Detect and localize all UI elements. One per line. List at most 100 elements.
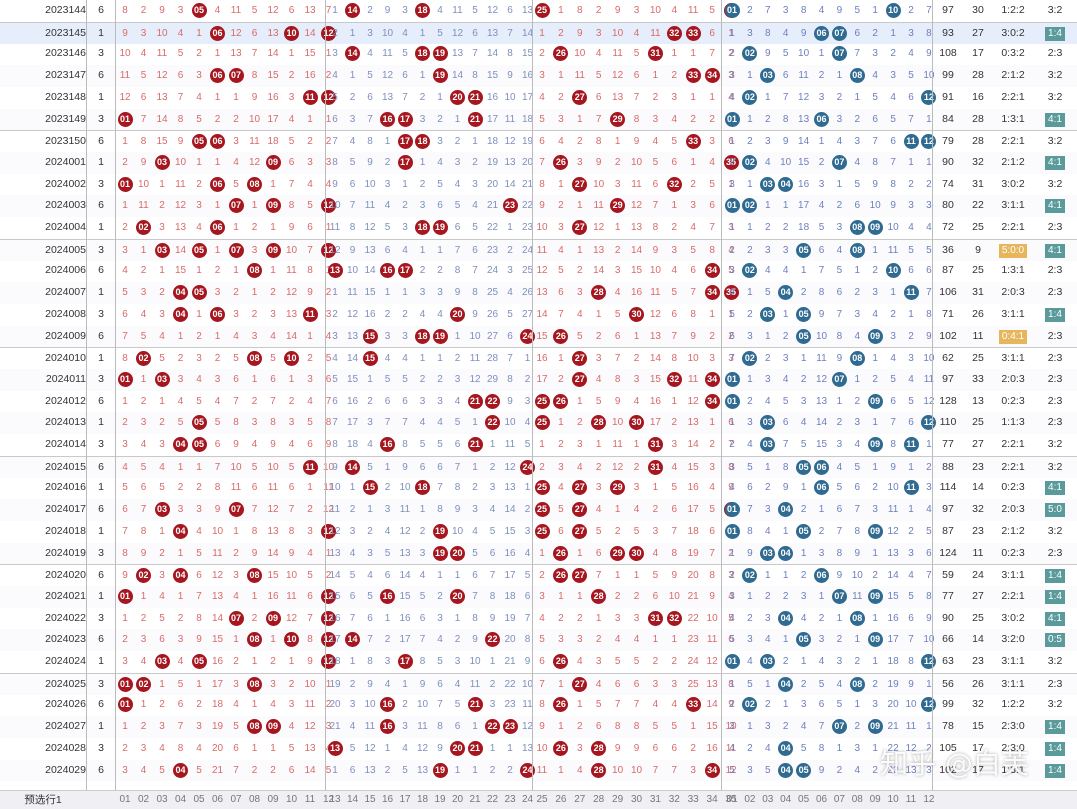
preselect-front-number[interactable]: 20 [451,794,464,805]
table-row[interactable]: 2024009 6 7 5 4 1 2 1 4 3 4 14 1 4 3 13 15 3 3 18 19 1 10 27 6 24… [0,325,1077,348]
preselect-front-number[interactable]: 29 [612,794,624,805]
table-row[interactable]: 2024013 1 2 3 2 5 05 5 8 3 8 3 5 8 7 17 3 7 7 4 4 5 1 22 10 4 25 1 2… [0,412,1077,434]
preselect-front-number[interactable]: 11 [304,794,316,805]
preselect-front-number[interactable]: 08 [248,794,261,805]
preselect-front-number[interactable]: 32 [668,794,680,805]
table-row[interactable]: 2024021 1 01 1 4 1 7 13 4 1 16 11 6 12 15 6 5 16 15 5 2 20 7 8 1… [0,585,1077,608]
preselect-front-number[interactable]: 34 [706,794,718,805]
table-row[interactable]: 2024002 3 01 10 1 11 2 06 5 08 1 7 4 4 9 6 10 3 1 2 5 4 3 20 14 2… [0,174,1077,196]
table-row[interactable]: 2024027 1 1 2 3 7 3 19 5 08 09 4 12 3 21 4 11 16 3 11 8 6 1 22 2… [0,716,1077,738]
preselect-front-number[interactable]: 15 [364,794,376,805]
preselect-front-number[interactable]: 12 [322,794,335,805]
front-ball: 03 [154,502,170,518]
preselect-front-number[interactable]: 23 [504,794,516,805]
front-miss-cell: 9 [614,395,621,407]
preselect-front-number[interactable]: 10 [285,794,298,805]
table-row[interactable]: 2023148 1 12 6 13 7 4 1 1 9 16 3 11 12 5 2 6 13 7 2 1 20 21 16 1… [0,87,1077,109]
preselect-back-number[interactable]: 08 [851,794,863,805]
preselect-back-number[interactable]: 01 [726,794,738,805]
preselect-front-number[interactable]: 30 [630,794,643,805]
preselect-front-number[interactable]: 16 [381,794,394,805]
table-row[interactable]: 2024017 6 6 7 03 3 3 9 07 7 12 7 2 12 11 2 1 3 11 1 8 9 3 4 14 2 2… [0,499,1077,521]
preselect-back-number[interactable]: 04 [780,794,792,805]
table-row[interactable]: 2024008 3 6 4 3 04 1 06 3 2 3 13 11 3 2 12 16 2 2 4 4 20 9 26 5 2… [0,304,1077,326]
table-row[interactable]: 2023144 6 8 2 9 3 05 4 11 5 12 6 13 7 1 14 2 9 3 18 4 11 5 12 6 1… [0,0,1077,22]
watermark: 知乎 @白芙 [880,747,1029,780]
preselect-front-number[interactable]: 28 [593,794,605,805]
preselect-front-number[interactable]: 01 [119,794,131,805]
back-miss-cell: 13 [887,547,899,559]
preselect-front-number[interactable]: 06 [211,794,224,805]
table-row[interactable]: 2024024 1 3 4 03 4 05 16 2 1 2 1 9 12 18 1 8 3 17 8 5 3 10 1 21 9… [0,651,1077,673]
preselect-front-number[interactable]: 03 [156,794,168,805]
table-row[interactable]: 2023145 1 9 3 10 4 1 06 12 6 13 10 14 12 2 1 3 10 4 1 5 12 6 13… [0,21,1077,45]
table-row[interactable]: 2024006642115121081118113101416172287243… [0,260,1077,282]
issue-number: 2024001 [45,155,86,168]
front-miss-cell: 8 [402,439,408,450]
preselect-front-number[interactable]: 04 [174,794,187,805]
table-row[interactable]: 2024007 1 5 3 2 04 05 3 2 1 2 12 9 2 1 11 15 1 1 3 3 9 8 25 4 26 1… [0,282,1077,304]
preselect-back-number[interactable]: 02 [744,794,756,805]
table-row[interactable]: 2024010 1 8 02 5 2 3 2 5 08 5 10 2 5 4 14 15 4 4 1 1 2 11 28 7 1 1… [0,347,1077,370]
front-miss-cell: 1 [233,265,239,277]
back-miss-cell: 1 [782,200,789,212]
preselect-front-number[interactable]: 35 [725,794,737,805]
front-miss-cell: 13 [536,287,548,299]
front-miss-cell: 3 [595,27,602,39]
front-miss-cell: 4 [402,244,408,256]
front-ball: 16 [380,719,395,735]
preselect-front-number[interactable]: 22 [486,794,499,805]
preselect-front-number[interactable]: 26 [555,794,567,805]
preselect-back-number[interactable]: 03 [762,794,774,805]
front-ball: 17 [397,134,413,150]
preselect-front-number[interactable]: 14 [346,794,359,805]
preselect-back-number[interactable]: 12 [923,794,935,805]
preselect-back-number[interactable]: 09 [869,794,881,805]
table-row[interactable]: 2024012 6 1 2 1 4 5 4 7 2 7 2 4 7 6 16 2 6 6 3 3 4 21 22 9 3 25 26 1… [0,391,1077,413]
preselect-front-number[interactable]: 27 [574,794,586,805]
preselect-front-number[interactable]: 18 [416,794,429,805]
preselect-back-number[interactable]: 05 [798,794,810,805]
table-row[interactable]: 2023147 6 11 5 12 6 3 06 07 8 15 2 16 2 4 1 5 12 6 1 19 14 8 15… [0,65,1077,87]
preselect-front-number[interactable]: 17 [399,794,411,805]
preselect-back-number[interactable]: 11 [905,794,917,805]
table-row[interactable]: 2024003 6 1 11 2 12 3 1 07 1 09 8 5 12 10 7 11 4 2 3 6 5 4 21 23… [0,195,1077,217]
preselect-front-number[interactable]: 09 [267,794,279,805]
front-miss-cell: 1 [539,439,545,450]
preselect-back-number[interactable]: 07 [833,794,845,805]
table-row[interactable]: 2024028323484206115134135121412920211113… [0,738,1077,760]
preselect-front-number[interactable]: 07 [230,794,242,805]
back-hit-cell: 08 [848,217,866,239]
table-row[interactable]: 2024001 1 2 9 03 10 1 1 4 12 09 6 3 3 8 5 9 2 17 1 4 3 2 19 13 20… [0,151,1077,174]
preselect-back-number[interactable]: 06 [815,794,828,805]
preselect-front-number[interactable]: 31 [649,794,661,805]
table-row[interactable]: 2024026 6 01 1 2 6 2 18 4 1 4 3 11 2 20 3 10 16 2 10 7 5 21 3 23… [0,694,1077,716]
table-row[interactable]: 2024020 6 9 02 3 04 6 12 3 08 15 10 5 2 14 5 4 6 14 4 1 1 6 7 17… [0,564,1077,587]
front-miss-cell: 2 [633,461,640,473]
table-row[interactable]: 2024016 1 5 6 5 2 2 8 11 6 11 6 1 11 10 1 15 2 10 18 7 8 2 3 13 1… [0,477,1077,499]
preselect-front-number[interactable]: 25 [536,794,548,805]
preselect-front-number[interactable]: 13 [329,794,341,805]
table-row[interactable]: 2024025 3 01 02 1 5 1 17 3 08 3 2 10 1 19 2 9 4 1 9 6 4 11 2 22 1… [0,672,1077,696]
table-row[interactable]: 2024014 3 3 4 3 04 05 6 9 4 9 4 6 9 8 18 4 16 8 5 5 6 21 1 11 5 1 2… [0,434,1077,456]
preselect-front-number[interactable]: 19 [434,794,446,805]
table-row[interactable]: 2024022 3 1 2 5 2 8 14 07 2 09 12 7 12 16 7 6 1 16 6 3 1 8 9 19 7… [0,608,1077,630]
table-row[interactable]: 2023150 6 1 8 15 9 05 06 3 11 18 5 2 2 7 4 8 1 17 18 3 2 1 18 12… [0,130,1077,153]
table-row[interactable]: 2024011 3 01 1 03 3 4 3 6 1 6 1 3 6 5 15 1 5 5 2 2 3 12 29 8 2 17 2… [0,368,1077,391]
table-row[interactable]: 2024015 6 4 5 4 1 1 7 10 5 10 5 11 10 9 14 5 1 9 6 6 7 1 2 12 24 2… [0,455,1077,479]
table-row[interactable]: 2024029 6 3 4 5 04 5 21 7 2 2 6 14 5 1 6 13 2 5 13 19 1 1 2 2 24 1… [0,759,1077,782]
preselect-front-number[interactable]: 24 [521,794,534,805]
table-row[interactable]: 2024018 1 7 8 1 04 4 10 1 8 13 8 3 12 12 3 2 4 12 2 19 10 4 5 15… [0,521,1077,543]
table-row[interactable]: 2024004 1 2 02 3 13 4 06 1 2 1 9 6 1 11 8 12 5 3 18 19 6 5 22 1 2… [0,217,1077,239]
table-row[interactable]: 2024023 6 2 3 6 3 9 15 1 08 1 10 8 12 17 14 7 2 17 7 4 2 9 22 20… [0,629,1077,651]
footer-preselect-row[interactable]: 预选行1 01 02 03 04 05 06 07 08 09 10 11 12 13 14 15 16 17 1… [0,790,1077,809]
preselect-front-number[interactable]: 05 [193,794,205,805]
table-row[interactable]: 2024019 3 8 9 2 1 5 11 2 9 14 9 4 1 13 4 3 5 13 3 19 20 5 6 16 4 1… [0,542,1077,565]
preselect-front-number[interactable]: 21 [469,794,481,805]
table-row[interactable]: 2024005 3 3 1 03 14 05 1 07 3 09 10 7 12 12 9 13 6 4 1 1 7 6 23… [0,238,1077,262]
table-row[interactable]: 2023149 3 01 7 14 8 5 2 2 10 17 4 1 1 6 3 7 16 17 3 2 1 21 17 11… [0,108,1077,131]
table-row[interactable]: 2023146 3 10 4 11 5 2 1 13 7 14 1 15 1 3 14 4 11 5 18 19 13 7 1… [0,43,1077,65]
preselect-front-number[interactable]: 02 [137,794,150,805]
preselect-front-number[interactable]: 33 [687,794,699,805]
preselect-back-number[interactable]: 10 [887,794,899,805]
